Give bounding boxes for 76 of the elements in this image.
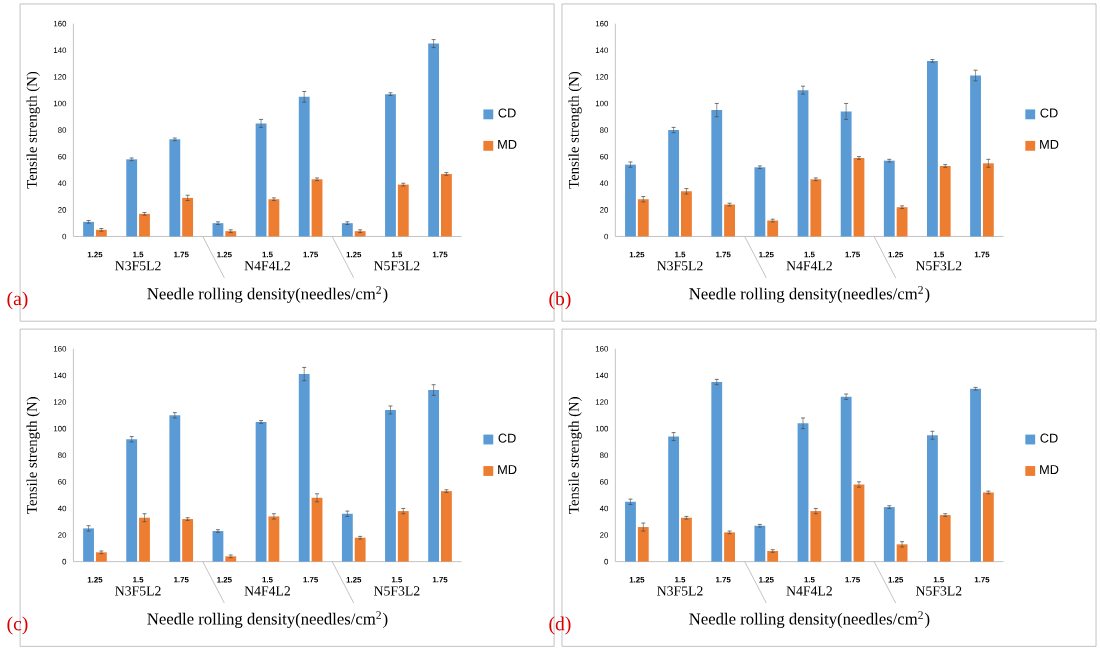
bar xyxy=(681,517,692,562)
x-axis-title: Needle rolling density(needles/cm$^{2}$) xyxy=(689,610,930,628)
bar xyxy=(927,60,938,237)
bar xyxy=(982,163,994,237)
bar xyxy=(711,381,723,562)
bar xyxy=(767,550,779,562)
bar xyxy=(298,373,310,562)
bar xyxy=(212,223,224,237)
x-axis-title: Needle rolling density(needles/cm$^{2}$) xyxy=(147,610,388,628)
bar xyxy=(939,165,951,237)
bar xyxy=(883,160,895,237)
bar xyxy=(853,157,865,237)
bar xyxy=(268,199,280,237)
bar xyxy=(637,526,649,562)
bar xyxy=(724,204,735,237)
bar xyxy=(711,109,723,237)
bar xyxy=(681,191,692,237)
bar xyxy=(970,75,981,237)
text: (c) xyxy=(7,616,28,635)
bar xyxy=(182,518,194,562)
bar xyxy=(428,389,440,562)
bar xyxy=(754,167,766,237)
bar xyxy=(625,164,636,237)
bar xyxy=(126,159,138,237)
bar xyxy=(385,93,396,237)
bar xyxy=(95,552,107,562)
bar xyxy=(441,490,452,562)
bar xyxy=(927,435,938,562)
bar xyxy=(853,484,865,562)
bar xyxy=(896,544,908,562)
bar xyxy=(637,199,649,237)
bar xyxy=(139,517,150,562)
bar xyxy=(255,123,267,237)
bar xyxy=(83,528,94,562)
bar xyxy=(182,197,194,237)
bar xyxy=(255,421,267,562)
bar xyxy=(668,129,680,237)
text: (b) xyxy=(549,291,571,310)
bar xyxy=(810,510,822,562)
bar xyxy=(311,179,323,237)
bar xyxy=(428,43,440,237)
bar xyxy=(754,525,766,562)
bar xyxy=(212,530,224,562)
bar xyxy=(354,537,366,562)
bar xyxy=(724,532,735,562)
bar xyxy=(385,409,396,562)
bar xyxy=(268,516,280,562)
text: (d) xyxy=(549,616,571,635)
x-axis-title: Needle rolling density(needles/cm$^{2}$) xyxy=(689,285,930,303)
bar xyxy=(169,139,181,237)
bar xyxy=(397,510,409,562)
bar xyxy=(139,213,150,237)
bar xyxy=(83,221,94,237)
text: (a) xyxy=(7,291,28,310)
bar xyxy=(840,396,852,562)
bar xyxy=(298,96,310,237)
bar xyxy=(840,111,852,237)
bar xyxy=(982,492,994,562)
bar xyxy=(939,514,951,562)
bar xyxy=(126,439,138,562)
bar xyxy=(883,506,895,562)
bar xyxy=(767,220,779,237)
x-axis-title: Needle rolling density(needles/cm$^{2}$) xyxy=(147,285,388,303)
bar xyxy=(797,423,809,562)
bar xyxy=(169,415,181,562)
bar xyxy=(970,388,981,562)
bar xyxy=(625,501,636,562)
bar xyxy=(341,223,353,237)
bar xyxy=(896,207,908,237)
bar xyxy=(810,179,822,237)
bar xyxy=(668,436,680,562)
bar xyxy=(341,513,353,562)
bar xyxy=(441,173,452,237)
bar xyxy=(397,184,409,237)
bar xyxy=(797,90,809,237)
bar xyxy=(311,497,323,562)
